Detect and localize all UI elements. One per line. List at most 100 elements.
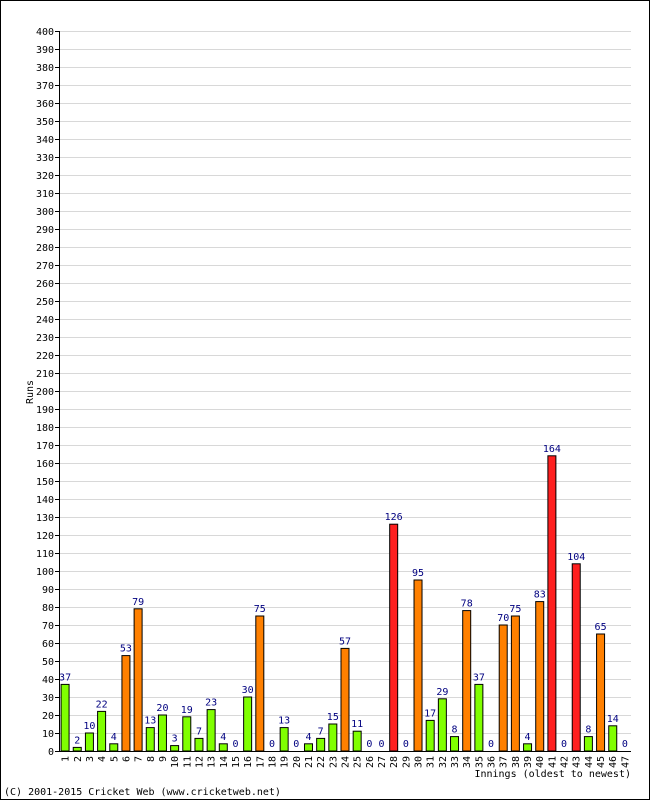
x-tick-label: 43: [572, 756, 583, 768]
bar: [84, 732, 94, 752]
axes: [59, 31, 631, 752]
y-tick-label: 180: [36, 423, 54, 434]
data-label: 8: [452, 725, 458, 736]
x-tick-label: 22: [316, 756, 327, 768]
bar: [413, 579, 423, 752]
bar: [547, 455, 557, 752]
data-label: 14: [607, 714, 619, 725]
data-label: 57: [339, 636, 351, 647]
data-label: 30: [242, 685, 254, 696]
copyright-notice: (C) 2001-2015 Cricket Web (www.cricketwe…: [4, 787, 281, 798]
x-tick-label: 35: [474, 756, 485, 768]
y-tick-label: 300: [36, 207, 54, 218]
bar: [303, 743, 313, 752]
data-label: 10: [83, 721, 95, 732]
y-tick-label: 260: [36, 279, 54, 290]
y-tick-label: 270: [36, 261, 54, 272]
y-tick-label: 70: [42, 621, 54, 632]
y-tick-label: 30: [42, 693, 54, 704]
data-label: 65: [595, 622, 607, 633]
data-label: 37: [473, 672, 485, 683]
y-tick-label: 330: [36, 153, 54, 164]
y-tick-label: 320: [36, 171, 54, 182]
y-tick-label: 370: [36, 81, 54, 92]
data-label: 0: [293, 739, 299, 750]
data-label: 23: [205, 698, 217, 709]
x-tick-label: 36: [487, 756, 498, 768]
data-label: 8: [585, 725, 591, 736]
y-tick-label: 170: [36, 441, 54, 452]
bar: [498, 624, 508, 752]
y-tick-label: 50: [42, 657, 54, 668]
data-label: 0: [269, 739, 275, 750]
data-label: 0: [378, 739, 384, 750]
y-tick-label: 280: [36, 243, 54, 254]
y-axis-label: Runs: [25, 380, 36, 404]
data-label: 70: [497, 613, 509, 624]
bar: [194, 737, 204, 752]
y-tick-label: 200: [36, 387, 54, 398]
data-label: 3: [172, 734, 178, 745]
bar: [462, 610, 472, 752]
x-tick-label: 18: [267, 756, 278, 768]
y-tick-label: 240: [36, 315, 54, 326]
data-label: 4: [220, 732, 226, 743]
y-tick-labels: 0 10 20 30 40 50 60 70 80 90 100 110 120 130 140 150 160…: [36, 27, 54, 758]
x-axis-label: Innings (oldest to newest): [474, 769, 631, 780]
y-tick-label: 110: [36, 549, 54, 560]
data-label: 78: [461, 599, 473, 610]
x-tick-label: 6: [121, 756, 132, 762]
x-tick-label: 45: [596, 756, 607, 768]
x-tick-label: 13: [207, 756, 218, 768]
bar: [571, 563, 581, 752]
y-tick-label: 100: [36, 567, 54, 578]
y-tick-label: 220: [36, 351, 54, 362]
bar: [182, 716, 192, 752]
bar: [474, 683, 484, 752]
y-tick-label: 160: [36, 459, 54, 470]
bar: [206, 709, 216, 752]
bar: [243, 696, 253, 752]
x-tick-label: 29: [401, 756, 412, 768]
y-tick-label: 130: [36, 513, 54, 524]
data-label: 0: [232, 739, 238, 750]
y-tick-label: 190: [36, 405, 54, 416]
data-label: 4: [305, 732, 311, 743]
data-label: 19: [181, 705, 193, 716]
x-tick-label: 8: [146, 756, 157, 762]
y-tick-label: 10: [42, 729, 54, 740]
data-label: 75: [509, 604, 521, 615]
y-tick-label: 230: [36, 333, 54, 344]
data-label: 0: [622, 739, 628, 750]
x-tick-label: 17: [255, 756, 266, 768]
y-tick-label: 350: [36, 117, 54, 128]
y-tick-label: 90: [42, 585, 54, 596]
bar: [279, 727, 289, 752]
y-tick-label: 380: [36, 63, 54, 74]
x-tick-label: 7: [134, 756, 145, 762]
bar: [583, 736, 593, 752]
x-tick-label: 3: [85, 756, 96, 762]
data-label: 11: [351, 719, 363, 730]
data-label: 126: [385, 512, 403, 523]
data-label: 4: [111, 732, 117, 743]
bar: [255, 615, 265, 752]
data-label: 22: [96, 699, 108, 710]
x-tick-label: 38: [511, 756, 522, 768]
x-tick-label: 14: [219, 756, 230, 768]
x-tick-label: 9: [158, 756, 169, 762]
x-tick-label: 46: [608, 756, 619, 768]
x-tick-label: 34: [462, 756, 473, 768]
x-tick-label: 31: [426, 756, 437, 768]
x-tick-label: 1: [61, 756, 72, 762]
bar: [328, 723, 338, 752]
bar: [60, 683, 70, 752]
data-label: 37: [59, 672, 71, 683]
data-label: 75: [254, 604, 266, 615]
y-tick-label: 40: [42, 675, 54, 686]
x-tick-label: 15: [231, 756, 242, 768]
data-label: 0: [366, 739, 372, 750]
x-tick-label: 37: [499, 756, 510, 768]
data-label: 29: [436, 687, 448, 698]
